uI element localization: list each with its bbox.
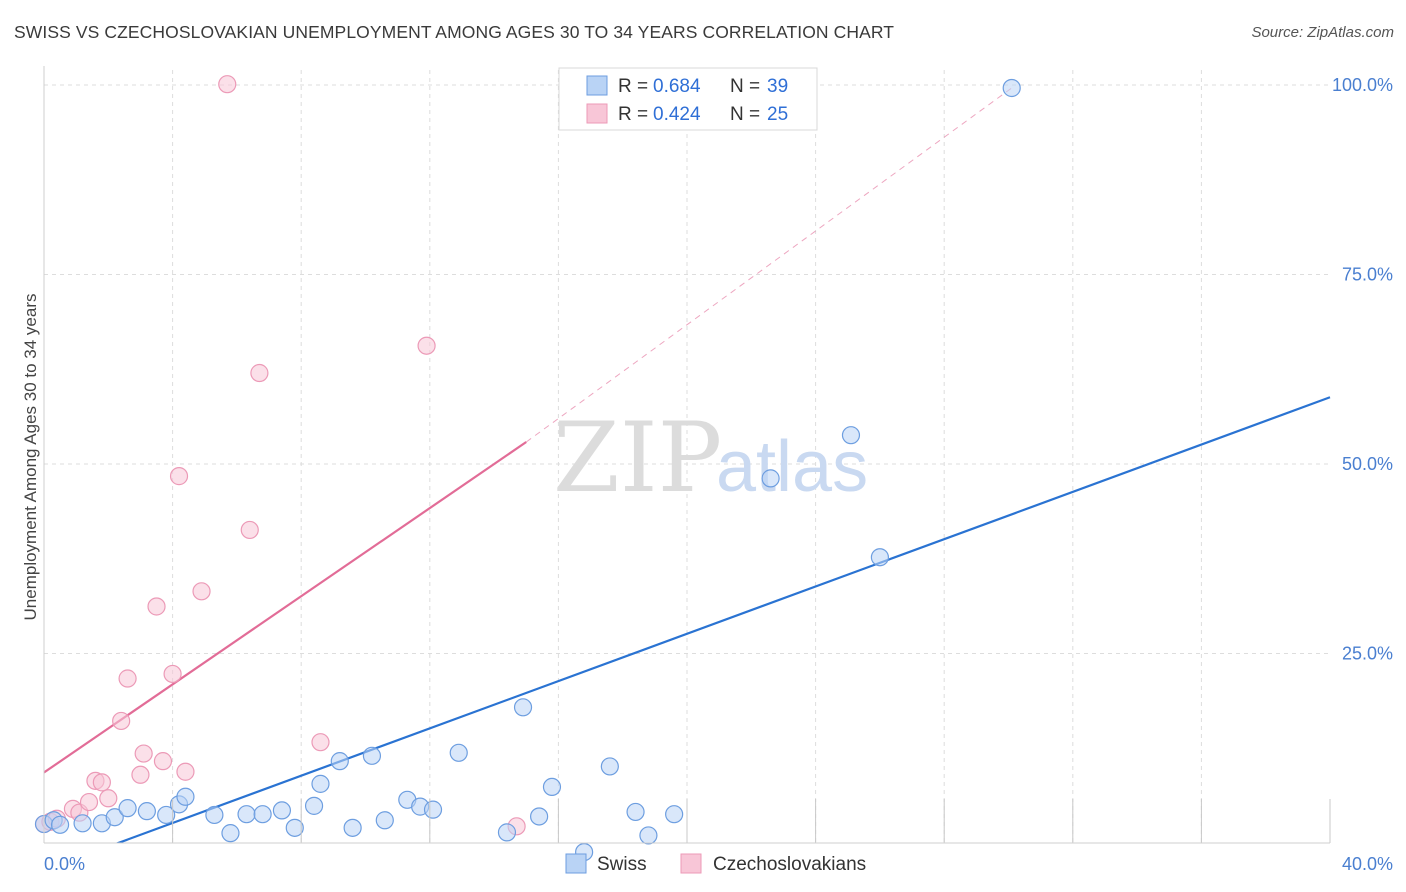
swiss-point xyxy=(330,752,349,771)
czech-point xyxy=(218,75,237,94)
legend-swatch-czech xyxy=(586,103,608,124)
bottom-legend: Swiss Czechoslovakians xyxy=(565,853,866,875)
y-tick-label: 25.0% xyxy=(1342,643,1393,663)
swiss-point xyxy=(375,811,394,830)
swiss-point xyxy=(1002,78,1021,98)
czech-point xyxy=(163,664,182,684)
czech-point xyxy=(240,520,259,540)
czech-point xyxy=(153,752,173,771)
legend-n-label-czech: N = xyxy=(730,104,760,125)
swiss-point xyxy=(870,548,890,567)
legend: R = 0.684 N = 39 R = 0.424 N = 25 xyxy=(558,67,818,131)
swiss-point xyxy=(841,426,861,445)
czech-point xyxy=(112,711,131,731)
legend-r-value-czech: 0.424 xyxy=(653,104,701,125)
bottom-legend-swatch-swiss xyxy=(565,853,587,874)
swiss-point xyxy=(137,802,156,821)
czech-point xyxy=(176,762,195,781)
swiss-point xyxy=(176,787,195,806)
swiss-point xyxy=(423,800,443,819)
czech-point xyxy=(169,467,189,486)
czech-point xyxy=(250,363,269,383)
swiss-point xyxy=(105,808,124,827)
swiss-point xyxy=(50,815,70,834)
legend-r-value-swiss: 0.684 xyxy=(653,76,701,97)
swiss-point xyxy=(237,805,256,824)
trend-line-swiss xyxy=(115,396,1331,843)
swiss-point xyxy=(285,818,304,837)
swiss-point xyxy=(626,802,645,822)
czech-point xyxy=(118,669,137,688)
swiss-point xyxy=(665,805,684,824)
x-tick-label: 40.0% xyxy=(1342,854,1393,874)
swiss-point xyxy=(513,698,533,717)
axis-layer: 25.0% 50.0% 75.0% 100.0% 0.0% 40.0% xyxy=(43,66,1393,874)
swiss-point xyxy=(761,469,780,488)
czech-point xyxy=(311,733,330,752)
watermark: ZIP atlas xyxy=(553,402,868,514)
czech-point xyxy=(147,597,166,616)
czech-point xyxy=(134,744,153,763)
legend-swatch-swiss xyxy=(586,75,608,96)
x-tick-label: 0.0% xyxy=(44,854,85,874)
swiss-point xyxy=(639,826,658,845)
legend-n-value-czech: 25 xyxy=(767,104,788,125)
czech-point xyxy=(131,765,150,784)
swiss-point xyxy=(311,774,330,793)
swiss-point xyxy=(449,743,468,762)
watermark-zip: ZIP xyxy=(553,402,722,514)
swiss-point xyxy=(497,823,517,842)
swiss-point xyxy=(362,746,382,765)
czech-point xyxy=(99,789,118,808)
legend-n-label-swiss: N = xyxy=(730,76,760,97)
swiss-point xyxy=(157,805,176,825)
swiss-point xyxy=(530,807,549,826)
trend-line-czech-extension xyxy=(525,87,1013,443)
points-layer xyxy=(34,75,1021,862)
swiss-point xyxy=(118,799,137,818)
watermark-atlas: atlas xyxy=(716,427,868,507)
chart-source: Source: ZipAtlas.com xyxy=(1251,24,1394,41)
y-tick-label: 75.0% xyxy=(1342,264,1393,284)
swiss-point xyxy=(73,814,92,833)
swiss-point xyxy=(304,796,324,815)
czech-point xyxy=(92,773,111,792)
y-tick-label: 100.0% xyxy=(1332,75,1393,95)
bottom-legend-label-swiss: Swiss xyxy=(597,854,647,875)
y-tick-label: 50.0% xyxy=(1342,454,1393,474)
swiss-point xyxy=(600,757,619,776)
y-axis-label: Unemployment Among Ages 30 to 34 years xyxy=(21,294,40,621)
swiss-point xyxy=(343,818,362,837)
swiss-point xyxy=(542,777,562,797)
bottom-legend-label-czech: Czechoslovakians xyxy=(713,854,866,875)
bottom-legend-swatch-czech xyxy=(680,853,702,874)
chart-title: SWISS VS CZECHOSLOVAKIAN UNEMPLOYMENT AM… xyxy=(14,22,895,42)
czech-point xyxy=(192,582,211,601)
czech-point xyxy=(79,792,99,812)
swiss-point xyxy=(253,805,272,824)
swiss-point xyxy=(221,824,240,843)
swiss-point xyxy=(272,801,292,820)
legend-n-value-swiss: 39 xyxy=(767,76,788,97)
swiss-point xyxy=(205,805,224,825)
legend-r-label-swiss: R = xyxy=(618,76,648,97)
legend-r-label-czech: R = xyxy=(618,104,648,125)
czech-point xyxy=(417,336,436,355)
